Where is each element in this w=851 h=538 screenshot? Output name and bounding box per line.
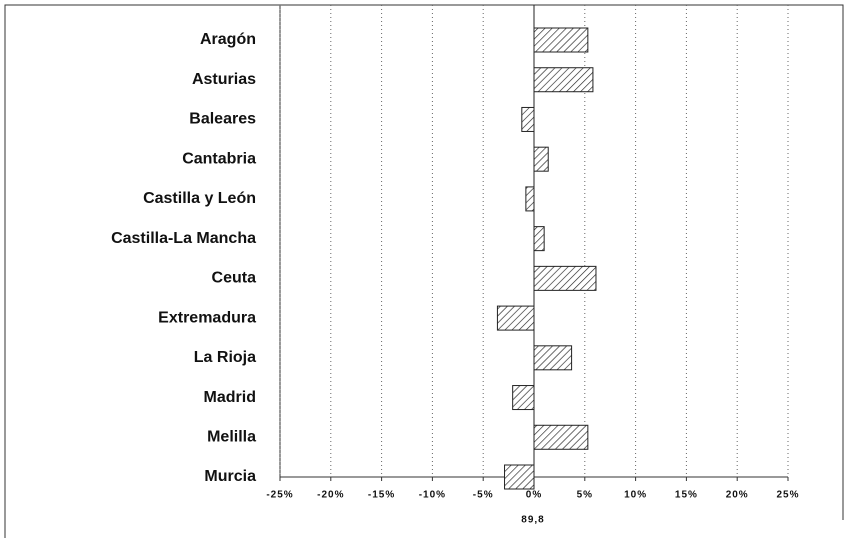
bar: [533, 345, 573, 371]
category-label: Cantabria: [182, 150, 256, 167]
x-tick-label: 20%: [726, 490, 749, 501]
x-tick-label: 0%: [526, 490, 542, 501]
bar: [533, 424, 589, 450]
bar: [512, 385, 535, 411]
category-label: Extremadura: [158, 309, 256, 326]
x-tick-label: -15%: [368, 490, 395, 501]
x-tick-label: 5%: [577, 490, 593, 501]
category-label: Asturias: [192, 71, 256, 88]
bar: [521, 106, 535, 132]
category-label: Ceuta: [212, 270, 257, 287]
x-tick-label: 25%: [776, 490, 799, 501]
bar: [533, 265, 597, 291]
bar: [533, 27, 589, 53]
x-tick-label: -10%: [419, 490, 446, 501]
bar: [496, 305, 535, 331]
x-tick-label: -5%: [473, 490, 494, 501]
bar: [525, 186, 535, 212]
x-tick-label: -20%: [317, 490, 344, 501]
category-label: Castilla y León: [143, 190, 256, 207]
category-label: Madrid: [204, 389, 256, 406]
category-label: Melilla: [207, 428, 256, 445]
category-label: Castilla-La Mancha: [111, 230, 256, 247]
category-label: Baleares: [189, 111, 256, 128]
x-tick-label: -25%: [266, 490, 293, 501]
frame: [4, 4, 844, 538]
bar: [504, 464, 535, 490]
category-label: Murcia: [204, 468, 256, 485]
category-label: Aragón: [200, 31, 256, 48]
x-tick-label: 10%: [624, 490, 647, 501]
x-tick-label: 15%: [675, 490, 698, 501]
bar: [533, 146, 549, 172]
bar: [533, 226, 545, 252]
category-label: La Rioja: [194, 349, 256, 366]
x-axis-label: 89,8: [521, 515, 544, 526]
bar: [533, 67, 594, 93]
